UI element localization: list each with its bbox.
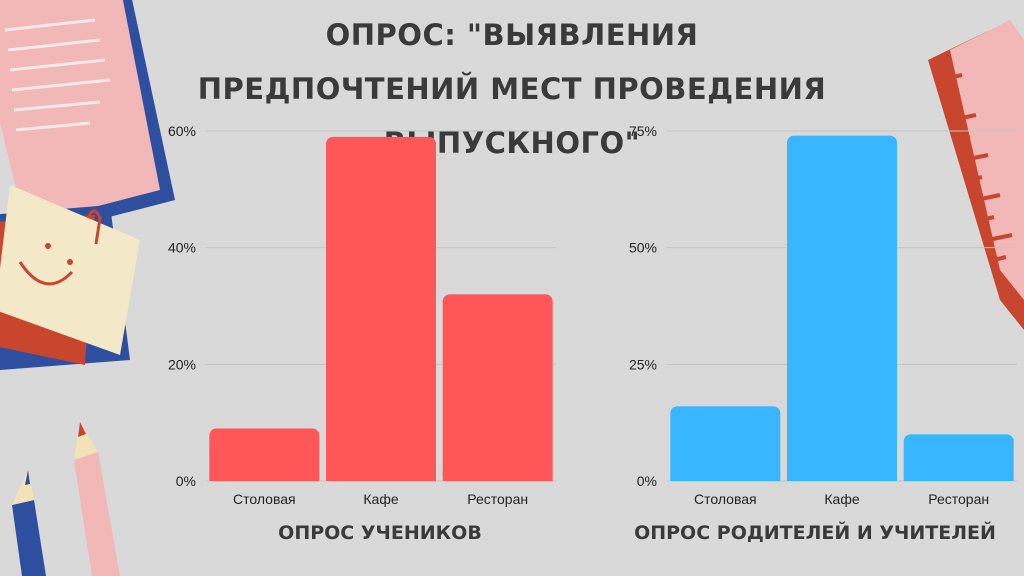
y-tick-label: 0% [176,473,196,489]
bar-2 [787,135,897,481]
bar-3 [442,294,553,481]
y-tick-label: 50% [629,240,657,256]
notebook-icon [0,0,175,235]
parents-teachers-survey-chart: 0% 25% 50% 75% Столовая Кафе Ресторан [612,0,1024,576]
x-tick-label: Ресторан [467,491,528,507]
bar-1 [670,406,781,481]
y-tick-label: 0% [637,473,657,489]
bar-base-1 [209,473,320,481]
parents-teachers-bar-chart: 0% 25% 50% 75% Столовая Кафе Ресторан [629,123,1017,507]
y-tick-label: 20% [168,356,196,372]
x-tick-label: Кафе [363,491,398,507]
bar-base-3 [903,473,1014,481]
page-title: ОПРОС: "ВЫЯВЛЕНИЯ ПРЕДПОЧТЕНИЙ МЕСТ ПРОВ… [197,18,827,160]
y-tick-label: 60% [168,123,196,139]
bar-1 [209,428,320,481]
x-tick-label: Ресторан [928,491,989,507]
students-survey-chart: 0% 20% 40% 60% Столовая Кафе Ресторан [150,0,570,576]
bar-3 [903,434,1014,481]
bar-base-1 [670,473,781,481]
bar-base-2 [326,473,436,481]
sticky-note-icon [0,185,140,370]
bar-base-3 [442,473,553,481]
y-tick-label: 25% [629,356,657,372]
y-tick-label: 75% [629,123,657,139]
bar-2 [326,136,436,482]
students-bar-chart: 0% 20% 40% 60% Столовая Кафе Ресторан [168,123,556,507]
x-tick-label: Кафе [824,491,859,507]
pencil-icon [74,422,120,576]
bar-base-2 [787,473,897,481]
pencil-icon [12,470,46,576]
parents-teachers-chart-caption: ОПРОС РОДИТЕЛЕЙ И УЧИТЕЛЕЙ [634,522,996,544]
x-tick-label: Столовая [694,491,757,507]
x-tick-label: Столовая [233,491,296,507]
y-tick-label: 40% [168,240,196,256]
students-chart-caption: ОПРОС УЧЕНИКОВ [278,522,482,544]
